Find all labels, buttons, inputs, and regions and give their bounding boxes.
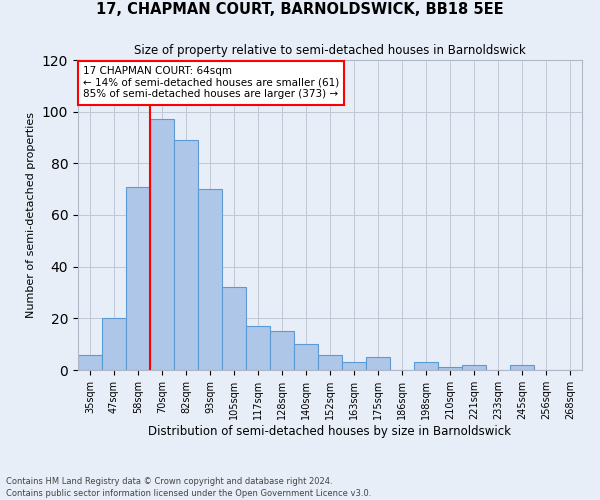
X-axis label: Distribution of semi-detached houses by size in Barnoldswick: Distribution of semi-detached houses by … — [149, 424, 511, 438]
Bar — [246, 326, 270, 370]
Text: 17, CHAPMAN COURT, BARNOLDSWICK, BB18 5EE: 17, CHAPMAN COURT, BARNOLDSWICK, BB18 5E… — [96, 2, 504, 18]
Bar — [342, 362, 366, 370]
Bar — [102, 318, 126, 370]
Text: Contains HM Land Registry data © Crown copyright and database right 2024.
Contai: Contains HM Land Registry data © Crown c… — [6, 476, 371, 498]
Bar — [510, 365, 534, 370]
Bar — [126, 186, 150, 370]
Bar — [462, 365, 486, 370]
Bar — [174, 140, 198, 370]
Bar — [318, 354, 342, 370]
Bar — [198, 189, 222, 370]
Text: 17 CHAPMAN COURT: 64sqm
← 14% of semi-detached houses are smaller (61)
85% of se: 17 CHAPMAN COURT: 64sqm ← 14% of semi-de… — [83, 66, 339, 100]
Bar — [222, 288, 246, 370]
Bar — [150, 120, 174, 370]
Bar — [78, 354, 102, 370]
Title: Size of property relative to semi-detached houses in Barnoldswick: Size of property relative to semi-detach… — [134, 44, 526, 58]
Bar — [438, 368, 462, 370]
Y-axis label: Number of semi-detached properties: Number of semi-detached properties — [26, 112, 37, 318]
Bar — [270, 331, 294, 370]
Bar — [366, 357, 390, 370]
Bar — [294, 344, 318, 370]
Bar — [414, 362, 438, 370]
